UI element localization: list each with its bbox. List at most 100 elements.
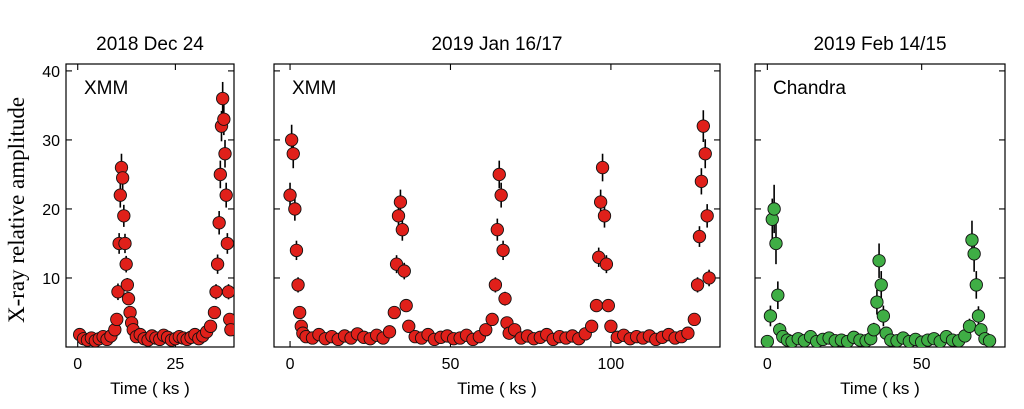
y-tick-label: 40	[42, 64, 60, 81]
data-point	[599, 257, 614, 271]
data-point	[218, 147, 232, 161]
x-tick-label: 0	[763, 356, 772, 373]
data-point	[690, 278, 705, 292]
data-point	[694, 174, 709, 188]
plot-frame	[65, 63, 235, 348]
data-point	[284, 133, 299, 147]
data-point	[702, 271, 716, 285]
data-point	[488, 278, 503, 292]
x-axis-label: Time ( ks )	[457, 379, 537, 398]
panel-dec24: 2018 Dec 24 10 20 30 40 0 25 Time ( ks ) XMM	[42, 34, 235, 398]
data-point	[698, 147, 712, 161]
data-point	[289, 243, 304, 258]
data-point	[224, 323, 234, 337]
data-point	[293, 305, 307, 320]
x-axis-label: Time ( ks )	[110, 379, 190, 398]
panel-jan16: 2019 Jan 16/17 0 50 100 Time ( ks ) XMM	[273, 34, 721, 398]
data-point	[496, 243, 510, 258]
data-point	[387, 305, 401, 320]
data-point	[969, 278, 983, 292]
data-point	[219, 188, 233, 202]
data-point	[982, 334, 997, 347]
data-point	[283, 188, 297, 202]
instrument-label: XMM	[292, 78, 336, 99]
plot-frame	[273, 63, 721, 348]
data-point	[393, 195, 408, 209]
panel-feb14: 2019 Feb 14/15 0 50 Time ( ks ) Chandra	[754, 34, 1006, 398]
x-axis-label: Time ( ks )	[840, 379, 920, 398]
data-points	[73, 81, 234, 347]
data-point	[479, 323, 493, 337]
data-point	[595, 160, 610, 175]
data-points	[283, 110, 716, 347]
x-tick-label: 50	[913, 356, 931, 373]
data-point	[771, 288, 785, 302]
panel-title: 2019 Feb 14/15	[813, 34, 946, 55]
instrument-label: Chandra	[773, 78, 846, 99]
y-tick-label: 10	[42, 271, 60, 288]
data-point	[118, 236, 132, 251]
data-point	[870, 295, 884, 309]
data-point	[971, 309, 986, 323]
data-point	[221, 285, 234, 299]
data-point	[216, 91, 230, 106]
data-point	[116, 171, 130, 185]
panel-title: 2019 Jan 16/17	[431, 34, 562, 55]
data-point	[498, 292, 512, 306]
data-point	[601, 298, 615, 313]
data-point	[217, 112, 231, 126]
data-point	[121, 292, 136, 306]
data-point	[210, 257, 225, 271]
data-point	[965, 233, 979, 247]
data-point	[585, 319, 599, 333]
panel-title: 2018 Dec 24	[96, 34, 204, 55]
data-point	[203, 319, 218, 333]
data-point	[876, 309, 891, 323]
data-point	[399, 298, 413, 313]
data-point	[492, 167, 506, 182]
data-point	[769, 236, 783, 251]
x-tick-label: 25	[166, 356, 184, 373]
data-point	[119, 257, 133, 271]
x-tick-label: 50	[442, 356, 460, 373]
data-point	[220, 236, 234, 251]
data-point	[391, 209, 406, 223]
data-point	[286, 147, 300, 161]
data-point	[110, 312, 124, 327]
plot-frame	[754, 63, 1006, 348]
data-point	[593, 195, 608, 209]
y-tick-label: 30	[42, 133, 60, 150]
data-point	[213, 167, 227, 182]
data-point	[485, 312, 499, 327]
data-point	[382, 325, 397, 339]
data-points	[760, 184, 997, 347]
x-tick-label: 0	[73, 356, 82, 373]
instrument-label: XMM	[84, 78, 128, 99]
data-point	[212, 216, 226, 230]
data-point	[291, 278, 305, 292]
data-point	[687, 312, 701, 327]
data-point	[604, 319, 618, 333]
data-point	[490, 223, 504, 237]
data-point	[681, 326, 695, 340]
data-point	[397, 264, 411, 278]
data-point	[402, 319, 416, 333]
data-point	[589, 298, 604, 313]
data-point	[692, 229, 707, 244]
y-tick-label: 20	[42, 202, 60, 219]
y-axis-label: X-ray relative amplitude	[4, 97, 29, 323]
data-point	[696, 119, 710, 133]
data-point	[760, 334, 774, 347]
data-point	[120, 278, 134, 292]
data-point	[494, 188, 508, 202]
data-point	[763, 309, 778, 323]
data-point	[767, 202, 781, 216]
data-point	[113, 188, 127, 202]
data-point	[967, 247, 981, 261]
data-point	[962, 319, 977, 333]
data-point	[597, 209, 612, 223]
data-point	[207, 305, 222, 320]
data-point	[872, 254, 886, 268]
data-point	[111, 285, 125, 299]
x-tick-label: 0	[286, 356, 295, 373]
